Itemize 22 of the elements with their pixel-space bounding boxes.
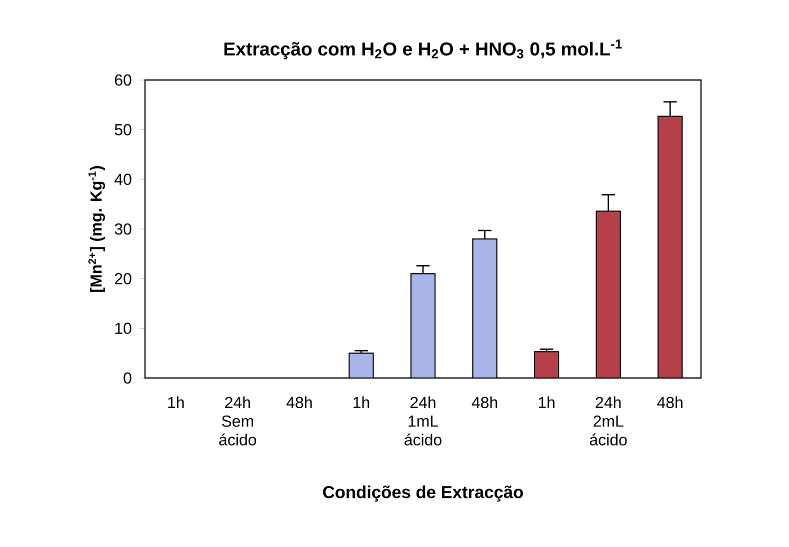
text: Sem ácido	[219, 415, 256, 446]
y-tick-label: 60	[114, 74, 132, 86]
x-tick-label: 48h	[657, 396, 682, 408]
x-tick-label: 48h	[286, 396, 312, 408]
x-tick-label: 24h	[410, 396, 436, 408]
y-tick-label: 0	[124, 372, 132, 384]
y-tick-label: 50	[114, 124, 132, 136]
y-tick-label: 40	[114, 174, 132, 185]
x-axis-title: Condições de Extracção	[323, 486, 523, 502]
text: 2mL ácido	[590, 415, 627, 446]
x-tick-label: 1h	[538, 396, 554, 408]
x-tick-label: 1h	[354, 396, 370, 408]
text: 1mL ácido	[404, 416, 442, 446]
x-tick-label: 24h	[596, 396, 621, 408]
x-tick-label: 48h	[472, 396, 498, 408]
x-tick-label: 1h	[168, 396, 184, 408]
y-tick-label: 10	[115, 322, 132, 334]
y-axis-title: [Mn$^{2+}$] (mg. Kg$^{-1}$)	[88, 166, 105, 292]
y-tick-label: 30	[114, 223, 132, 235]
y-tick-label: 20	[114, 273, 132, 284]
x-tick-label: 24h	[225, 396, 250, 408]
chart-title: Extracção com H$_{2}$O e H$_{2}$O + HNO$_{3}$ 0,5 mol.L$^{-1}$	[224, 39, 622, 60]
